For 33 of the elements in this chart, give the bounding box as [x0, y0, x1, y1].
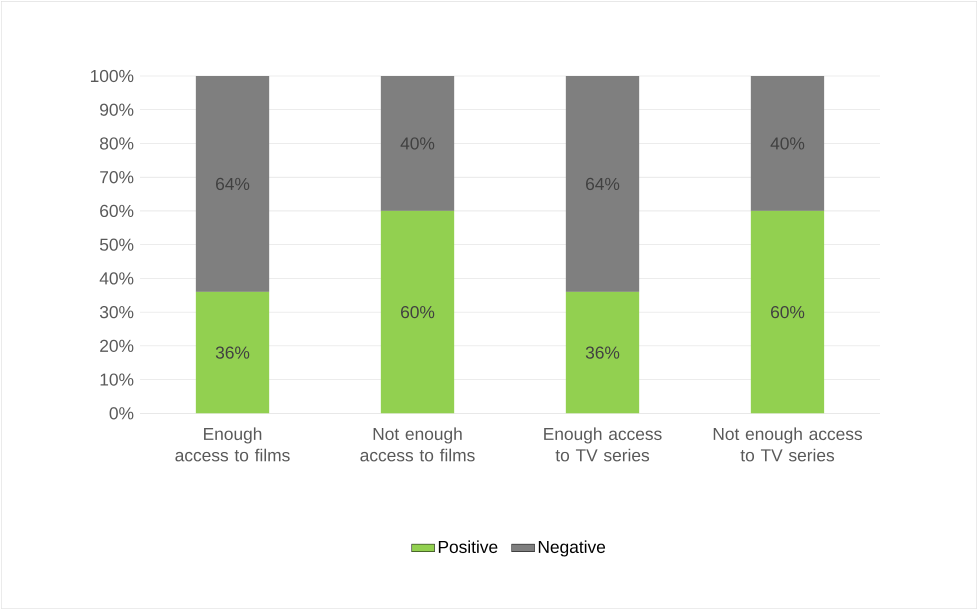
y-tick-label: 90%	[100, 104, 134, 116]
y-tick-label: 60%	[100, 204, 134, 218]
x-tick-label: Enough access to films	[175, 427, 290, 462]
legend-label: Negative	[538, 540, 606, 557]
x-tick-label: Enough access to TV series	[544, 427, 662, 462]
data-label: 36%	[216, 346, 250, 359]
data-label: 40%	[400, 137, 434, 150]
data-label: 64%	[586, 178, 620, 190]
y-tick-label: 50%	[100, 238, 134, 251]
y-tick-label: 10%	[100, 373, 134, 386]
x-tick-label: Not enough access to TV series	[714, 427, 862, 462]
bar	[750, 210, 824, 414]
y-tick-label: 0%	[110, 407, 134, 420]
bar	[380, 76, 454, 211]
y-tick-label: 70%	[100, 171, 134, 184]
data-label: 64%	[216, 178, 250, 190]
bar	[196, 292, 270, 414]
bar	[380, 210, 454, 414]
y-tick-label: 100%	[90, 70, 134, 82]
data-label: 36%	[586, 346, 620, 359]
data-label: 60%	[771, 306, 804, 318]
data-label: 60%	[401, 306, 434, 318]
legend-label: Positive	[438, 540, 498, 554]
bar	[750, 76, 824, 211]
x-tick-label: Not enough access to films	[360, 427, 475, 462]
y-tick-label: 80%	[100, 137, 134, 150]
data-label: 40%	[770, 137, 804, 150]
y-tick-label: 20%	[100, 340, 134, 352]
bar	[566, 76, 640, 292]
bar	[196, 76, 270, 292]
y-tick-label: 40%	[100, 272, 134, 285]
bar	[566, 292, 640, 414]
y-tick-label: 30%	[100, 306, 134, 318]
